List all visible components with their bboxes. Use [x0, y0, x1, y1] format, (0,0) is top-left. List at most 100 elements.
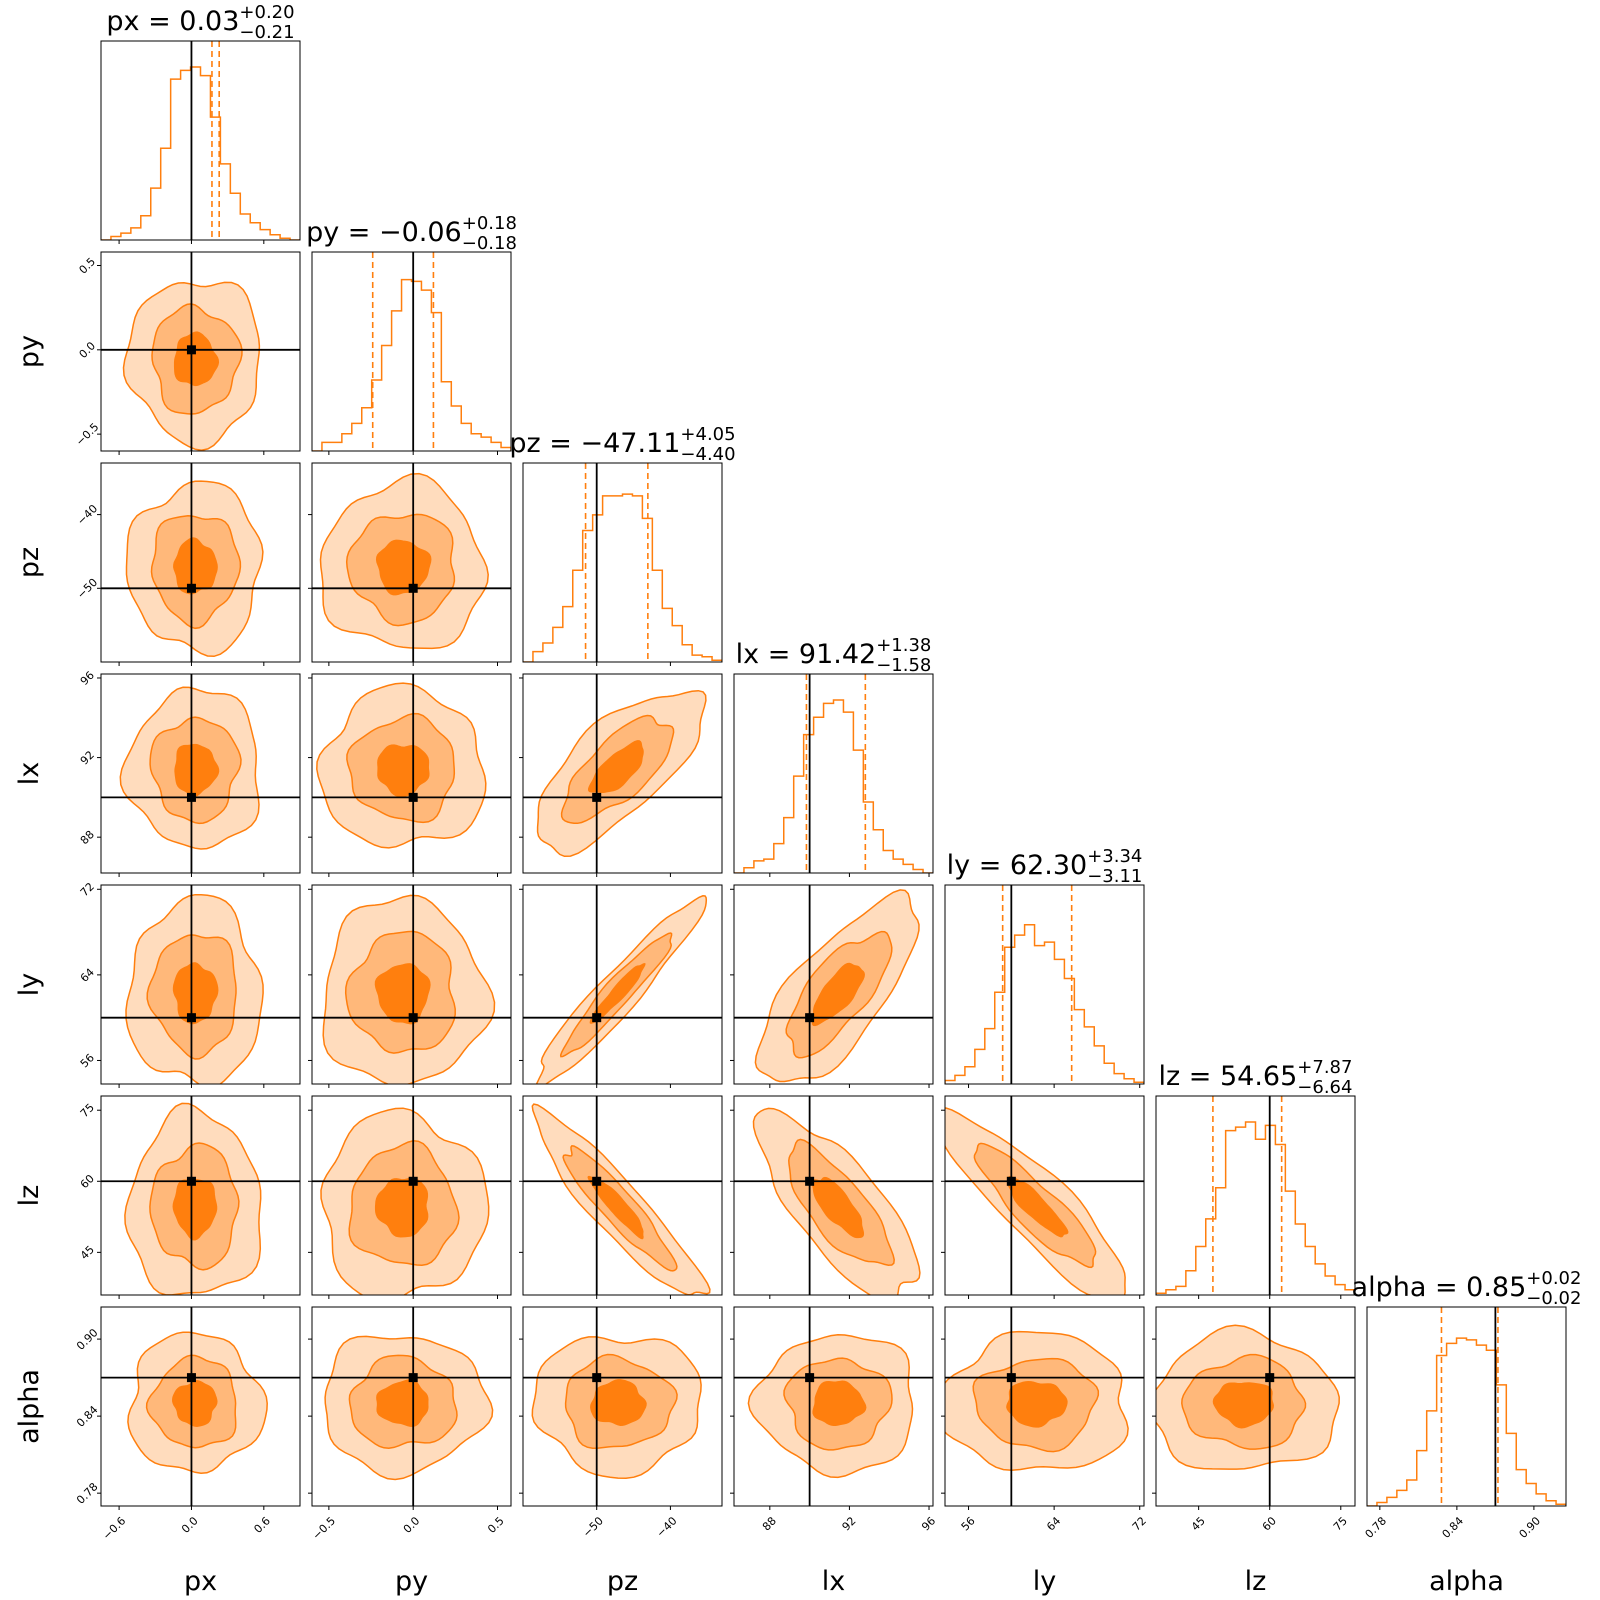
- truth-marker: [592, 1013, 602, 1023]
- panel-frame: [733, 884, 934, 1085]
- panel-frame: [100, 884, 301, 1085]
- title-minus: −4.40: [680, 444, 735, 465]
- contour-panel-px-py: −0.50.00.5: [73, 251, 301, 455]
- panel-frame: [944, 884, 1145, 1085]
- truth-marker: [408, 1373, 418, 1383]
- panel-frame: [1366, 1306, 1567, 1507]
- truth-marker: [592, 1373, 602, 1383]
- panel-content: [945, 885, 1144, 1084]
- y-tick-label: 60: [78, 1172, 97, 1191]
- x-tick-label: 0.90: [1517, 1514, 1544, 1541]
- panel-content: [312, 1307, 511, 1506]
- x-tick-label: 0.0: [179, 1514, 201, 1536]
- contour-level-3: [1212, 1382, 1274, 1429]
- truth-marker: [805, 1013, 815, 1023]
- panel-frame: [522, 1306, 723, 1507]
- histogram-step-pz: [523, 493, 722, 662]
- y-tick-label: 88: [78, 828, 97, 847]
- panel-content: [523, 1096, 722, 1295]
- title-plus: +0.02: [1526, 1268, 1581, 1289]
- x-tick-label: −0.5: [310, 1514, 338, 1542]
- contour-panel-lx-lz: [730, 1095, 934, 1299]
- truth-marker: [408, 792, 418, 802]
- contour-panel-py-pz: [308, 462, 512, 666]
- truth-marker: [186, 345, 196, 355]
- histogram-step-px: [101, 66, 300, 240]
- panel-content: [945, 1096, 1144, 1295]
- contour-panel-py-alpha: −0.5 0.0 0.5: [308, 1306, 512, 1542]
- title-plus: +7.87: [1297, 1057, 1352, 1078]
- x-tick-label: −50: [580, 1514, 606, 1540]
- truth-marker: [805, 1373, 815, 1383]
- panel-frame: [311, 462, 512, 663]
- y-tick-label: 72: [78, 880, 97, 899]
- y-tick-label: 0.5: [77, 255, 99, 277]
- panel-content: [1156, 1096, 1355, 1295]
- panel-content: [734, 885, 933, 1084]
- panel-title-ly: ly = 62.30+3.34 −3.11: [947, 846, 1143, 887]
- truth-marker: [186, 1176, 196, 1186]
- panel-content: [101, 674, 300, 873]
- panel-frame: [100, 1306, 301, 1507]
- x-tick-label: 64: [1044, 1514, 1063, 1533]
- panel-title-px: px = 0.03+0.20 −0.21: [106, 2, 294, 43]
- panel-content: [101, 1307, 300, 1506]
- panel-content: [523, 463, 722, 662]
- title-minus: −0.02: [1526, 1288, 1581, 1309]
- y-axis-label-pz: pz: [14, 547, 45, 578]
- title-name: py = −0.06: [306, 217, 462, 248]
- title-name: ly = 62.30: [947, 850, 1088, 881]
- panel-frame: [522, 462, 723, 663]
- truth-marker: [1006, 1373, 1016, 1383]
- contour-level-3: [590, 1379, 647, 1426]
- truth-marker: [805, 1176, 815, 1186]
- y-axis-label-lx: lx: [14, 762, 45, 786]
- contour-panel-px-lz: 45 60 75: [78, 1095, 301, 1299]
- x-tick-label: 60: [1260, 1514, 1279, 1533]
- contour-level-3: [1006, 1380, 1068, 1428]
- truth-marker: [408, 1176, 418, 1186]
- panel-content: [734, 1096, 933, 1295]
- panel-content: [101, 885, 300, 1084]
- contour-panel-lx-ly: [730, 884, 934, 1088]
- histogram-panel-lz: [1155, 1095, 1356, 1299]
- panel-content: [101, 463, 300, 662]
- contour-level-3: [376, 1379, 429, 1427]
- title-name: alpha = 0.85: [1352, 1272, 1527, 1303]
- contour-panel-pz-lz: [519, 1095, 723, 1299]
- contour-level-3: [812, 1380, 867, 1427]
- y-axis-label-lz: lz: [14, 1185, 45, 1207]
- panel-frame: [100, 1095, 301, 1296]
- title-plus: +4.05: [680, 424, 735, 445]
- x-tick-label: 0.0: [401, 1514, 423, 1536]
- panel-frame: [311, 673, 512, 874]
- truth-marker: [592, 1176, 602, 1186]
- panel-content: [945, 1307, 1144, 1506]
- panel-title-py: py = −0.06+0.18 −0.18: [306, 213, 517, 254]
- contour-panel-px-ly: 56 64 72: [78, 880, 301, 1088]
- histogram-panel-ly: [944, 884, 1145, 1088]
- contour-level-3: [173, 331, 220, 387]
- contour-panel-lx-alpha: 88 92 96: [730, 1306, 938, 1533]
- panel-content: [523, 1307, 722, 1506]
- panel-frame: [1155, 1306, 1356, 1507]
- y-axis-label-ly: ly: [14, 973, 45, 997]
- panel-frame: [733, 1095, 934, 1296]
- contour-panel-pz-ly: [519, 884, 723, 1088]
- histogram-panel-py: [311, 251, 512, 455]
- x-tick-label: 0.6: [251, 1514, 273, 1536]
- y-tick-label: 0.78: [74, 1480, 101, 1507]
- x-tick-label: 72: [1130, 1514, 1149, 1533]
- contour-panel-lz-alpha: 45 60 75: [1152, 1306, 1356, 1533]
- x-tick-label: 88: [760, 1514, 779, 1533]
- panel-frame: [733, 1306, 934, 1507]
- y-tick-label: −50: [75, 576, 101, 602]
- contour-panel-py-ly: [308, 884, 512, 1088]
- contour-level-3: [587, 740, 644, 794]
- contour-panel-pz-alpha: −50 −40: [519, 1306, 723, 1540]
- panel-content: [1367, 1307, 1566, 1506]
- y-tick-label: 75: [78, 1101, 97, 1120]
- y-tick-label: 0.90: [74, 1326, 101, 1353]
- panel-content: [523, 885, 722, 1084]
